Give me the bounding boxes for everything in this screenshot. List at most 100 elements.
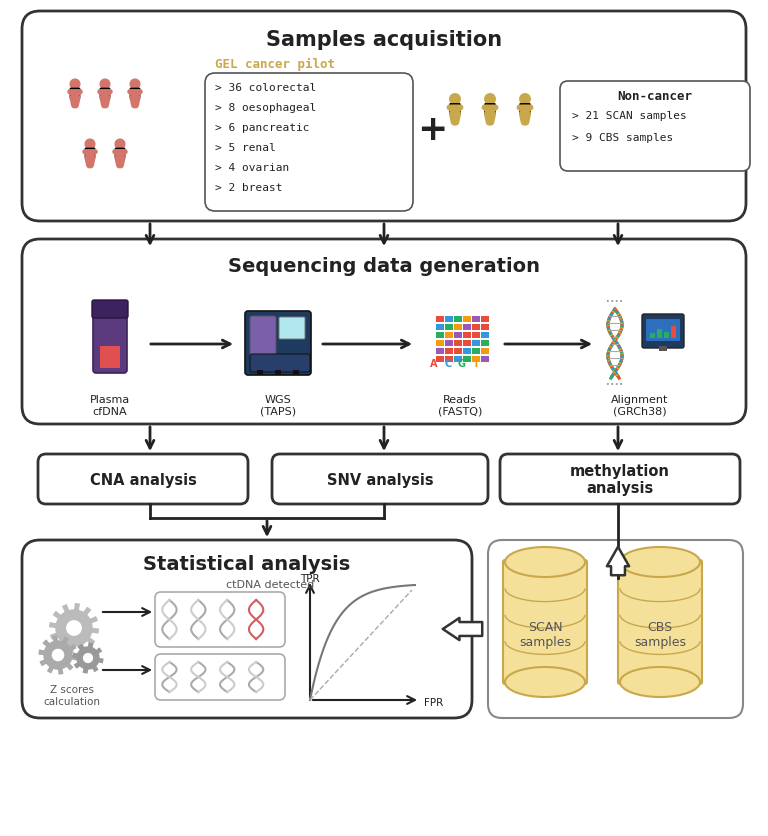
- Text: C: C: [445, 359, 452, 369]
- FancyBboxPatch shape: [205, 74, 413, 212]
- Bar: [436, 357, 444, 363]
- Bar: [481, 324, 489, 330]
- Bar: [472, 333, 480, 339]
- Circle shape: [130, 80, 140, 89]
- FancyBboxPatch shape: [520, 104, 530, 115]
- Circle shape: [100, 80, 110, 89]
- Ellipse shape: [505, 548, 585, 578]
- FancyBboxPatch shape: [85, 149, 94, 159]
- Text: > 6 pancreatic: > 6 pancreatic: [215, 123, 310, 133]
- Circle shape: [450, 94, 460, 105]
- Text: TPR: TPR: [300, 573, 319, 584]
- Bar: [671, 327, 676, 339]
- Bar: [454, 340, 462, 347]
- FancyBboxPatch shape: [642, 314, 684, 349]
- Bar: [472, 317, 480, 323]
- FancyArrowPatch shape: [607, 547, 629, 575]
- Bar: [100, 347, 120, 369]
- Bar: [664, 333, 669, 339]
- Bar: [436, 340, 444, 347]
- Text: > 8 oesophageal: > 8 oesophageal: [215, 103, 316, 113]
- Bar: [454, 349, 462, 354]
- Bar: [463, 349, 471, 354]
- FancyBboxPatch shape: [38, 455, 248, 504]
- Bar: [445, 333, 453, 339]
- Bar: [445, 317, 453, 323]
- Text: > 36 colorectal: > 36 colorectal: [215, 83, 316, 93]
- Bar: [481, 357, 489, 363]
- Text: CNA analysis: CNA analysis: [90, 472, 197, 487]
- FancyBboxPatch shape: [131, 89, 140, 99]
- Polygon shape: [73, 644, 103, 673]
- Bar: [481, 317, 489, 323]
- Bar: [454, 324, 462, 330]
- Text: FPR: FPR: [424, 697, 443, 707]
- FancyBboxPatch shape: [646, 319, 680, 342]
- Text: +: +: [417, 113, 447, 147]
- FancyBboxPatch shape: [71, 89, 80, 99]
- Text: SNV analysis: SNV analysis: [326, 472, 433, 487]
- Ellipse shape: [505, 667, 585, 697]
- FancyBboxPatch shape: [155, 592, 285, 647]
- Circle shape: [85, 140, 94, 150]
- Polygon shape: [50, 604, 98, 652]
- FancyBboxPatch shape: [250, 317, 276, 357]
- FancyBboxPatch shape: [22, 12, 746, 222]
- Bar: [257, 370, 263, 375]
- Bar: [659, 347, 667, 352]
- Bar: [657, 329, 662, 339]
- FancyBboxPatch shape: [101, 89, 110, 99]
- Text: T: T: [472, 359, 479, 369]
- Bar: [650, 334, 655, 339]
- FancyArrowPatch shape: [443, 618, 482, 640]
- Bar: [463, 340, 471, 347]
- Bar: [463, 324, 471, 330]
- Text: Statistical analysis: Statistical analysis: [144, 555, 351, 573]
- Text: Plasma
cfDNA: Plasma cfDNA: [90, 395, 130, 416]
- Circle shape: [520, 94, 530, 105]
- FancyBboxPatch shape: [272, 455, 488, 504]
- Text: Reads
(FASTQ): Reads (FASTQ): [438, 395, 482, 416]
- Text: > 2 breast: > 2 breast: [215, 183, 283, 193]
- FancyBboxPatch shape: [503, 560, 587, 684]
- Bar: [472, 349, 480, 354]
- Bar: [454, 317, 462, 323]
- Bar: [275, 370, 281, 375]
- Circle shape: [485, 94, 495, 105]
- FancyBboxPatch shape: [500, 455, 740, 504]
- Bar: [481, 340, 489, 347]
- FancyBboxPatch shape: [93, 309, 127, 374]
- FancyBboxPatch shape: [245, 312, 311, 375]
- Bar: [445, 340, 453, 347]
- Text: > 5 renal: > 5 renal: [215, 143, 276, 153]
- Bar: [445, 324, 453, 330]
- Circle shape: [84, 654, 92, 663]
- Text: CBS
samples: CBS samples: [634, 620, 686, 648]
- Bar: [436, 317, 444, 323]
- Text: ctDNA detected: ctDNA detected: [226, 579, 314, 589]
- Circle shape: [115, 140, 125, 150]
- Bar: [481, 349, 489, 354]
- FancyBboxPatch shape: [450, 104, 460, 115]
- Text: > 4 ovarian: > 4 ovarian: [215, 163, 290, 173]
- Text: methylation
analysis: methylation analysis: [570, 463, 670, 496]
- FancyBboxPatch shape: [22, 240, 746, 425]
- Bar: [472, 357, 480, 363]
- Text: > 9 CBS samples: > 9 CBS samples: [572, 133, 674, 143]
- Text: WGS
(TAPS): WGS (TAPS): [260, 395, 296, 416]
- FancyBboxPatch shape: [115, 149, 124, 159]
- Text: Z scores
calculation: Z scores calculation: [44, 685, 101, 706]
- Text: G: G: [458, 359, 466, 369]
- Text: SCAN
samples: SCAN samples: [519, 620, 571, 648]
- Bar: [454, 357, 462, 363]
- Bar: [436, 333, 444, 339]
- Bar: [445, 357, 453, 363]
- Bar: [481, 333, 489, 339]
- Ellipse shape: [620, 667, 700, 697]
- Circle shape: [70, 80, 80, 89]
- Bar: [445, 349, 453, 354]
- FancyBboxPatch shape: [560, 82, 750, 171]
- Bar: [472, 340, 480, 347]
- Bar: [463, 333, 471, 339]
- Text: > 21 SCAN samples: > 21 SCAN samples: [572, 111, 687, 121]
